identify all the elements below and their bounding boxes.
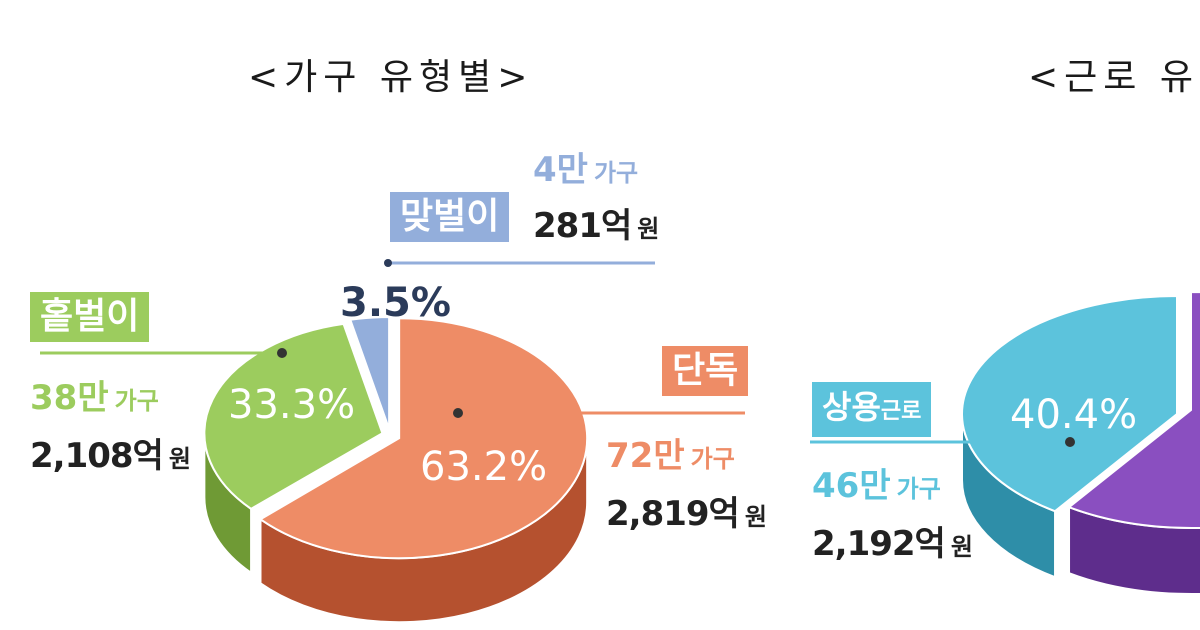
chart-title-work-type: <근로 유 xyxy=(1028,57,1199,98)
label-single-earner: 홑벌이 xyxy=(30,292,150,342)
leader-dot-dual xyxy=(384,259,392,267)
leader-dot-single xyxy=(453,408,463,418)
households-single-person: 72만 가구 xyxy=(606,436,735,476)
percent-single-person: 63.2% xyxy=(420,444,548,490)
pie-slice-dual xyxy=(348,316,391,430)
pie-slice-oneearner xyxy=(203,322,384,511)
households-single-earner: 38만 가구 xyxy=(30,378,159,418)
label-regular-worker: 상용근로 xyxy=(812,382,932,437)
label-single-person: 단독 xyxy=(662,346,749,396)
percent-single-earner: 33.3% xyxy=(228,382,356,428)
label-dual-earner: 맞벌이 xyxy=(390,192,510,242)
leader-dot-oneearner xyxy=(277,348,287,358)
chart-title-household-type: <가구 유형별> xyxy=(248,57,534,98)
leader-dot-regular xyxy=(1065,437,1075,447)
pie-slice-single xyxy=(258,317,589,560)
percent-regular-worker: 40.4% xyxy=(1010,392,1138,438)
pie-slice-other-side xyxy=(1068,505,1200,595)
pie-slice-other xyxy=(1067,290,1200,529)
amount-regular-worker: 2,192억 원 xyxy=(812,524,973,564)
amount-single-earner: 2,108억 원 xyxy=(30,436,191,476)
households-dual-earner: 4만 가구 xyxy=(533,150,639,190)
percent-dual-earner: 3.5% xyxy=(340,280,451,326)
amount-single-person: 2,819억 원 xyxy=(606,494,767,534)
pie-slice-regular xyxy=(961,294,1178,513)
households-regular-worker: 46만 가구 xyxy=(812,466,941,506)
amount-dual-earner: 281억 원 xyxy=(533,206,659,246)
